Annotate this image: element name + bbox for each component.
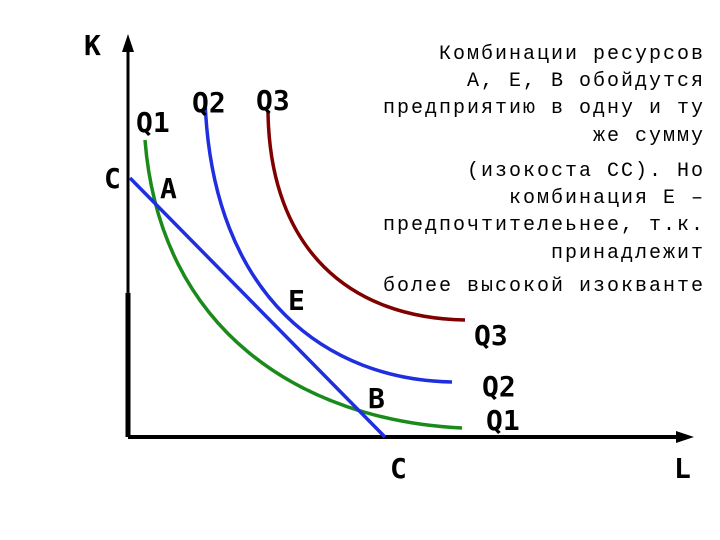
note-line: предпочтителеьнее, т.к. [383,214,705,237]
x-axis-label: L [674,452,691,485]
note-line: принадлежит [551,242,705,265]
note-line: А, Е, В обойдутся [467,70,705,93]
point-label: А [160,172,177,205]
curve-label: Q2 [192,86,226,119]
x-arrow [676,431,694,443]
curve-label: Q3 [474,319,508,352]
note-line: (изокоста СС). Но [467,160,705,183]
note-line: Комбинации ресурсов [439,43,705,66]
curve-label: Q3 [256,84,290,117]
y-axis-label: К [84,29,101,62]
curve-label: Q1 [136,106,170,139]
isoquant-q2 [203,99,453,384]
note-line: комбинация Е – [509,187,705,210]
curve-label: Q1 [486,404,520,437]
note-line: же сумму [593,125,705,148]
note-line: более высокой изокванте [383,275,705,298]
isocost [128,176,387,439]
isoquant-q3 [266,111,466,322]
curve-label: Q2 [482,370,516,403]
point-label: С [390,452,407,485]
isoquant-q1 [143,139,463,430]
point-label: С [104,162,121,195]
y-arrow [122,34,134,52]
point-label: Е [288,284,305,317]
note-line: предприятию в одну и ту [383,97,705,120]
point-label: В [368,382,385,415]
